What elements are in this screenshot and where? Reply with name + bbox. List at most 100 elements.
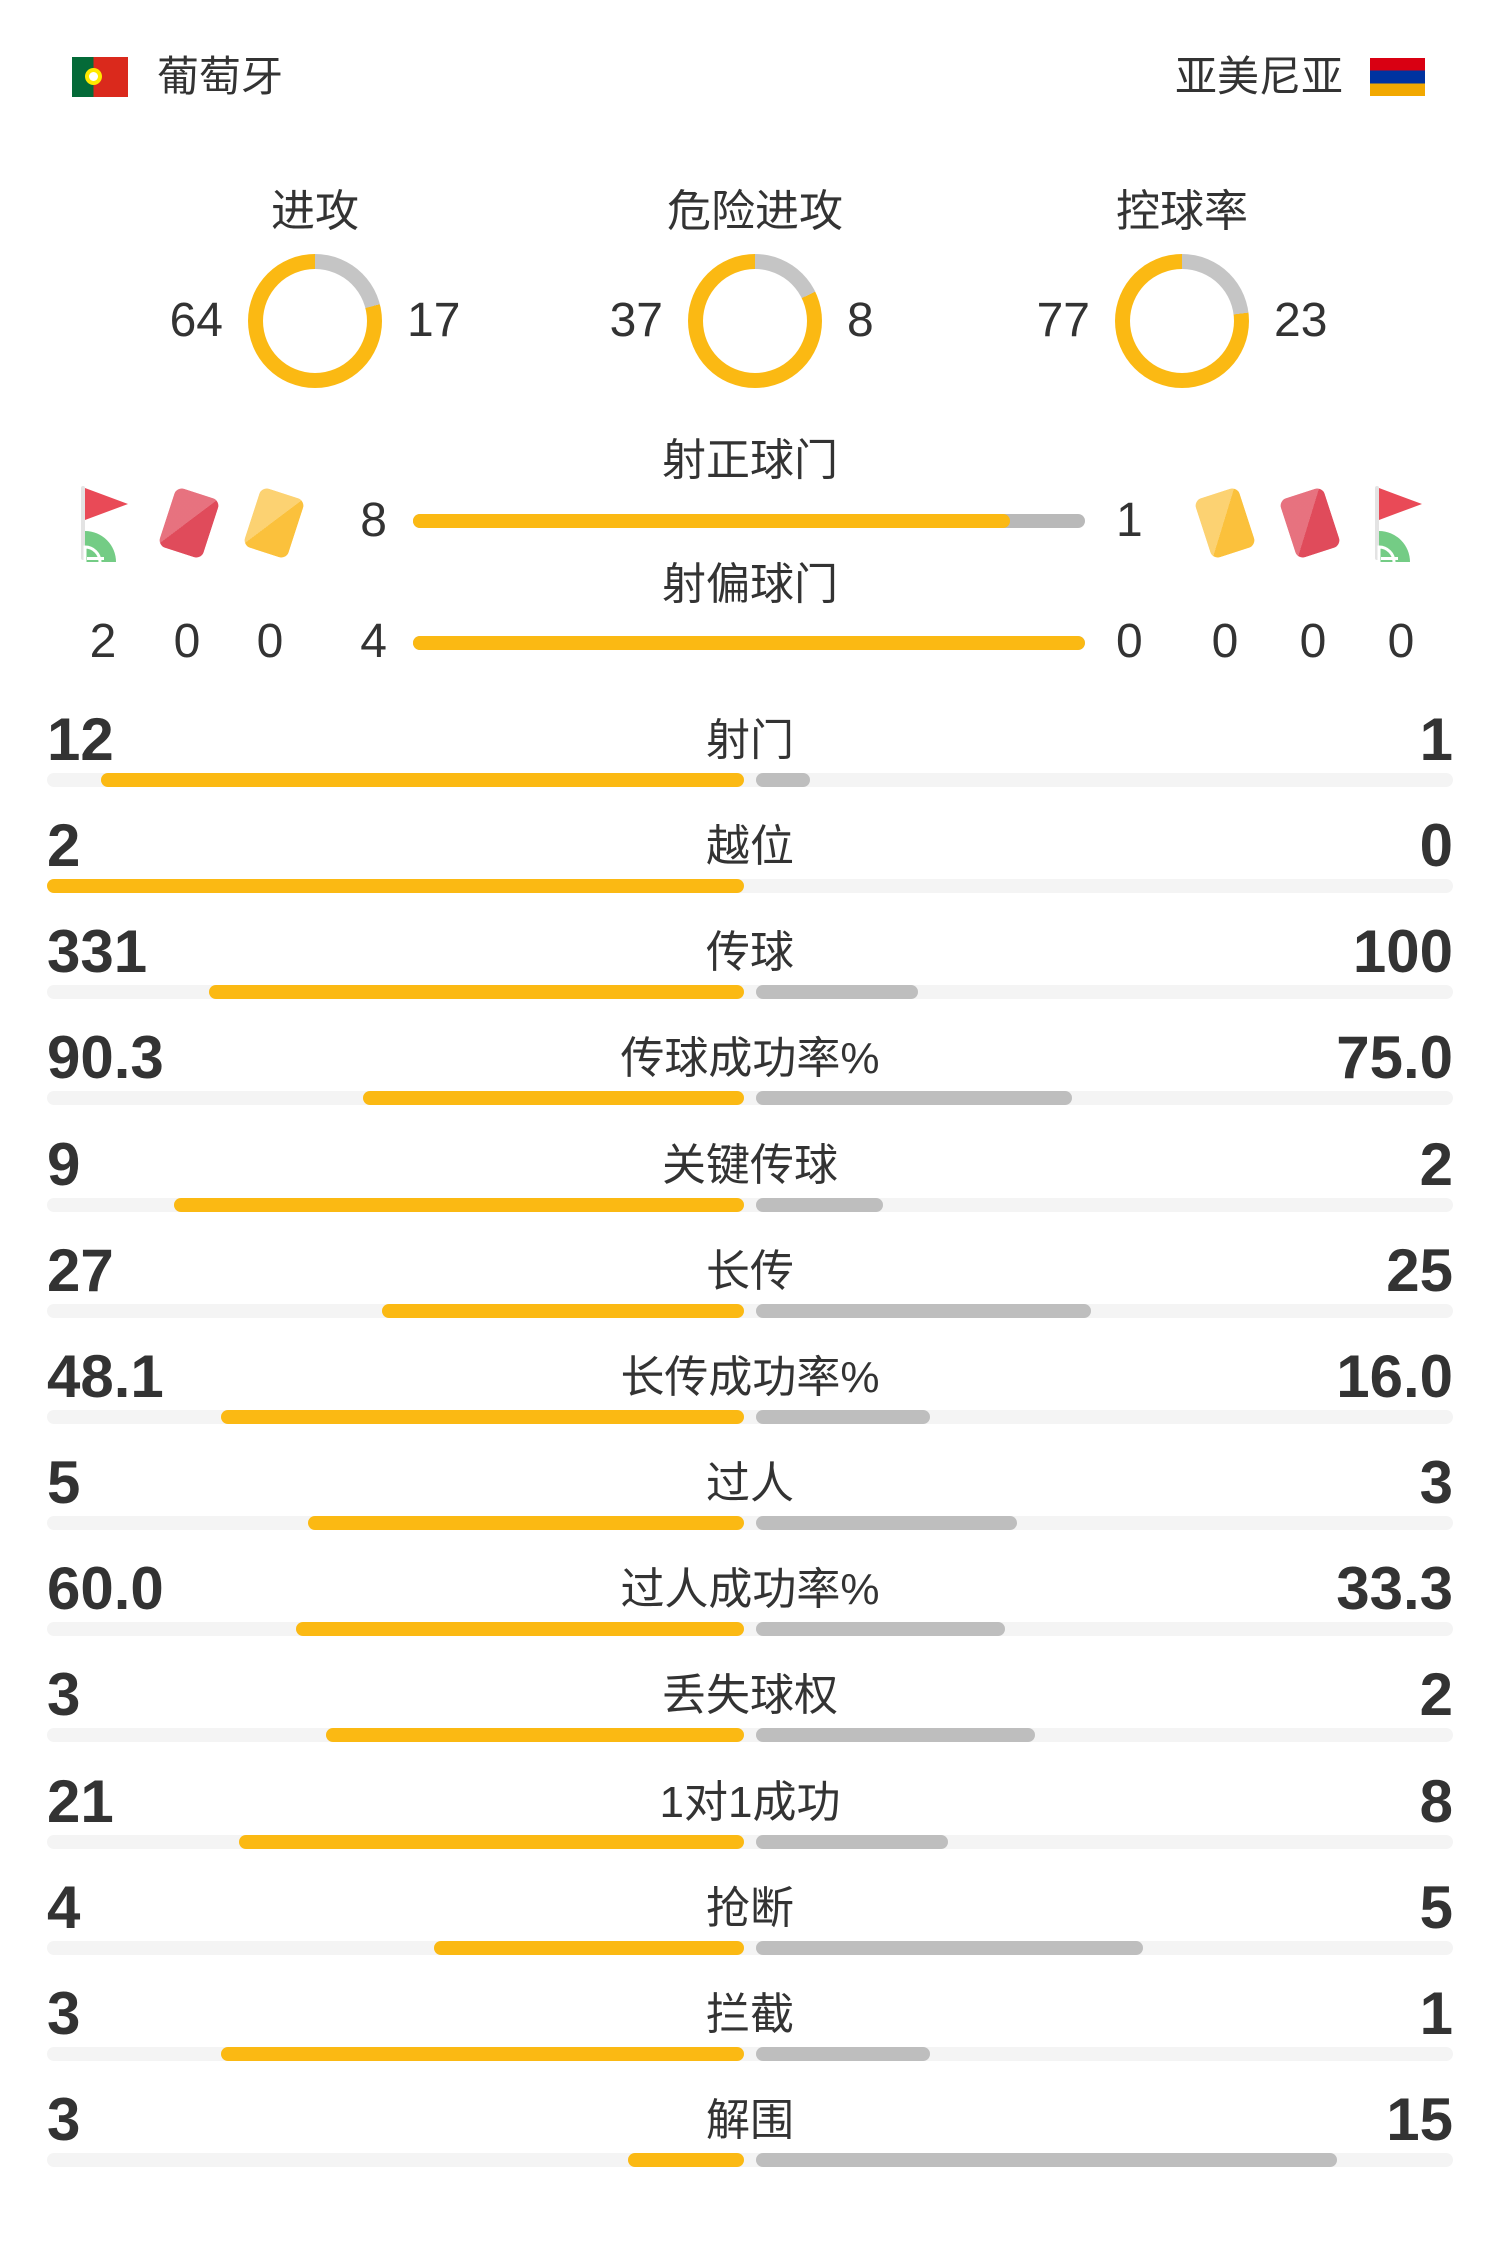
- stat-bar-track: [47, 773, 1453, 787]
- stat-away-value: 1: [1419, 706, 1453, 773]
- donut-label-attack: 进攻: [271, 187, 359, 236]
- stat-away-bar: [756, 1941, 1143, 1955]
- stat-bar-track: [47, 2047, 1453, 2061]
- away-team-header[interactable]: 亚美尼亚: [1174, 53, 1425, 100]
- armenia-flag: [1370, 58, 1425, 96]
- stats-list: 12 射门 1 2 越位 0 331 传球 100: [47, 0, 1453, 2244]
- stat-text-line: 12 射门 1: [47, 706, 1453, 773]
- stat-text-line: 3 拦截 1: [47, 1980, 1453, 2047]
- shots-on-target-home-value: 8: [360, 494, 387, 547]
- stat-label: 抢断: [706, 1884, 794, 1933]
- home-team-name: 葡萄牙: [157, 53, 284, 100]
- stat-text-line: 2 越位 0: [47, 812, 1453, 879]
- dangerous-attack-home-value: 37: [609, 294, 663, 347]
- shots-off-target-home-value: 4: [360, 615, 387, 668]
- stat-bar-track: [47, 1304, 1453, 1318]
- stat-home-value: 60.0: [47, 1555, 164, 1622]
- home-yellow-card-count: 0: [256, 615, 284, 668]
- shots-off-target-home-bar: [413, 636, 1085, 650]
- stat-home-bar: [434, 1941, 744, 1955]
- stat-bar-track: [47, 1622, 1453, 1636]
- attack-away-value: 17: [407, 294, 461, 347]
- stat-home-bar: [221, 1410, 744, 1424]
- home-team-header[interactable]: 葡萄牙: [72, 53, 284, 100]
- donut-label-dangerous-attack: 危险进攻: [667, 187, 843, 236]
- stat-away-value: 8: [1419, 1768, 1453, 1835]
- stat-row: 3 解围 15: [47, 2086, 1453, 2182]
- stat-row: 2 越位 0: [47, 812, 1453, 908]
- stat-text-line: 48.1 长传成功率% 16.0: [47, 1343, 1453, 1410]
- stat-row: 9 关键传球 2: [47, 1131, 1453, 1227]
- stat-label: 解围: [706, 2096, 794, 2145]
- stat-away-value: 16.0: [1336, 1343, 1453, 1410]
- stat-home-value: 3: [47, 2086, 81, 2153]
- stat-home-bar: [628, 2153, 744, 2167]
- corner-flag-icon: [74, 484, 130, 569]
- shots-off-target-bar: [413, 636, 1085, 650]
- stat-home-bar: [239, 1835, 744, 1849]
- shots-off-target-away-value: 0: [1116, 615, 1143, 668]
- shots-on-target-away-value: 1: [1116, 494, 1143, 547]
- corner-flag-icon: [1368, 484, 1424, 569]
- stat-away-bar: [756, 1622, 1005, 1636]
- stat-away-bar: [756, 1198, 883, 1212]
- attack-donut-chart: [248, 254, 382, 388]
- stat-text-line: 3 解围 15: [47, 2086, 1453, 2153]
- stat-home-value: 331: [47, 918, 148, 985]
- stat-home-bar: [326, 1728, 744, 1742]
- stat-label: 丢失球权: [662, 1671, 838, 1720]
- dangerous-attack-donut-chart: [688, 254, 822, 388]
- stat-home-value: 2: [47, 812, 81, 879]
- home-red-card-count: 0: [173, 615, 201, 668]
- stat-label: 射门: [706, 716, 794, 765]
- stat-label: 过人: [706, 1459, 794, 1508]
- stat-row: 4 抢断 5: [47, 1874, 1453, 1970]
- shots-off-target-title: 射偏球门: [662, 560, 838, 609]
- stat-home-bar: [363, 1091, 744, 1105]
- stat-away-value: 2: [1419, 1661, 1453, 1728]
- stat-away-bar: [756, 985, 918, 999]
- stat-label: 过人成功率%: [620, 1565, 880, 1614]
- stat-home-bar: [296, 1622, 744, 1636]
- stat-label: 1对1成功: [659, 1778, 841, 1827]
- stat-away-bar: [756, 1410, 930, 1424]
- away-team-name: 亚美尼亚: [1174, 53, 1343, 100]
- stat-away-bar: [756, 1835, 948, 1849]
- stat-row: 331 传球 100: [47, 918, 1453, 1014]
- stat-home-bar: [382, 1304, 744, 1318]
- stat-home-bar: [101, 773, 744, 787]
- stat-text-line: 27 长传 25: [47, 1241, 1453, 1301]
- stat-home-value: 3: [47, 1661, 81, 1728]
- stat-away-bar: [756, 2153, 1337, 2167]
- stat-away-value: 3: [1419, 1449, 1453, 1516]
- stat-label: 长传成功率%: [620, 1353, 880, 1402]
- stat-bar-track: [47, 1091, 1453, 1105]
- stat-bar-track: [47, 1941, 1453, 1955]
- stat-text-line: 60.0 过人成功率% 33.3: [47, 1555, 1453, 1622]
- stat-home-value: 4: [47, 1874, 81, 1941]
- stat-away-value: 33.3: [1336, 1555, 1453, 1622]
- stat-home-value: 3: [47, 1980, 81, 2047]
- donut-label-possession: 控球率: [1116, 187, 1248, 236]
- stat-home-bar: [174, 1198, 744, 1212]
- stat-bar-track: [47, 879, 1453, 893]
- stat-label: 长传: [706, 1247, 794, 1296]
- stat-home-value: 90.3: [47, 1024, 164, 1091]
- home-corner-count: 2: [89, 615, 117, 668]
- stat-text-line: 21 1对1成功 8: [47, 1768, 1453, 1835]
- stat-away-value: 100: [1352, 918, 1453, 985]
- stat-home-value: 9: [47, 1131, 81, 1198]
- stat-text-line: 90.3 传球成功率% 75.0: [47, 1024, 1453, 1091]
- stat-label: 传球: [706, 928, 794, 977]
- stat-text-line: 331 传球 100: [47, 918, 1453, 985]
- stat-bar-track: [47, 1728, 1453, 1742]
- stat-row: 21 1对1成功 8: [47, 1768, 1453, 1864]
- stat-row: 90.3 传球成功率% 75.0: [47, 1024, 1453, 1120]
- stat-home-value: 5: [47, 1449, 81, 1516]
- possession-donut-chart: [1115, 254, 1249, 388]
- stat-row: 60.0 过人成功率% 33.3: [47, 1555, 1453, 1651]
- stat-away-bar: [756, 1516, 1017, 1530]
- stat-away-bar: [756, 1091, 1072, 1105]
- away-yellow-card-count: 0: [1211, 615, 1239, 668]
- stat-home-bar: [308, 1516, 744, 1530]
